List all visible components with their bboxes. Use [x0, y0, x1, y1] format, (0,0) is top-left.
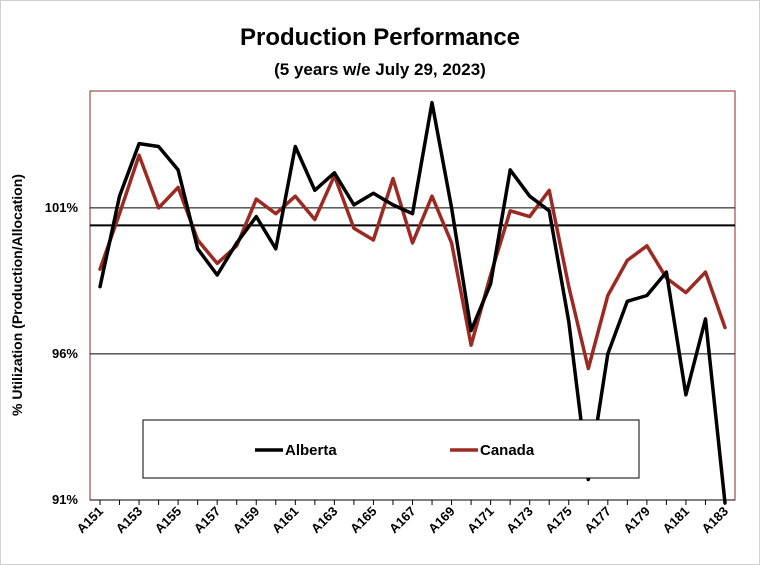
x-tick-label: A163 [308, 504, 341, 537]
y-axis-ticks: 91% 96% 101% [45, 200, 79, 507]
y-tick-label: 91% [52, 492, 78, 507]
x-tick-label: A165 [347, 504, 380, 537]
x-tick-label: A155 [152, 504, 185, 537]
x-tick-label: A175 [542, 504, 575, 537]
chart-title: Production Performance [239, 24, 521, 51]
x-tick-label: A171 [464, 504, 497, 537]
x-tick-label: A161 [269, 504, 302, 537]
legend-label-alberta: Alberta [285, 442, 337, 459]
x-tick-label: A183 [699, 504, 732, 537]
series-line-alberta [98, 100, 727, 505]
series-group [98, 100, 727, 505]
x-tick-label: A177 [581, 504, 614, 537]
legend: Alberta Canada [142, 419, 640, 479]
x-tick-label: A173 [503, 504, 536, 537]
x-tick-label: A167 [386, 504, 419, 537]
x-tick-label: A181 [659, 504, 692, 537]
x-tick-label: A179 [620, 504, 653, 537]
x-tick-label: A159 [230, 504, 263, 537]
x-tick-label: A151 [74, 504, 107, 537]
legend-label-canada: Canada [480, 442, 535, 459]
series-line-canada [98, 153, 727, 371]
y-tick-label: 96% [52, 346, 78, 361]
legend-box [142, 419, 640, 479]
x-tick-label: A157 [191, 504, 224, 537]
gridlines [90, 207, 735, 355]
x-tick-label: A153 [113, 504, 146, 537]
x-axis: A151 A153 A155 A157 A159 A161 A163 A165 A167 A169… [74, 499, 735, 537]
x-tick-label: A169 [425, 504, 458, 537]
y-tick-label: 101% [45, 200, 79, 215]
chart-subtitle: (5 years w/e July 29, 2023) [274, 60, 486, 79]
